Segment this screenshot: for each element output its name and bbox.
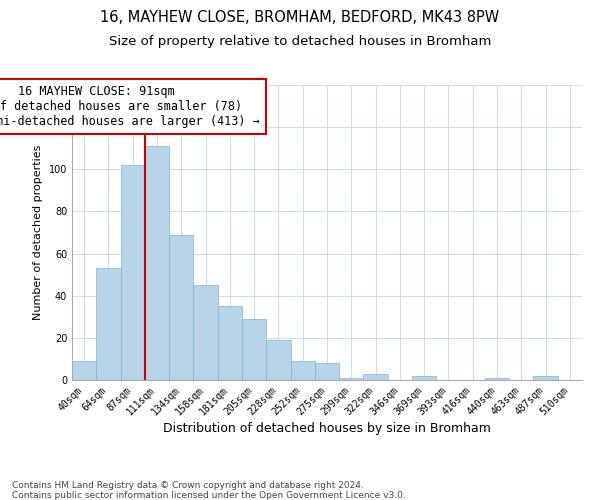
Bar <box>145 146 169 380</box>
Text: Size of property relative to detached houses in Bromham: Size of property relative to detached ho… <box>109 35 491 48</box>
Bar <box>266 340 290 380</box>
Bar <box>412 376 436 380</box>
Bar <box>533 376 558 380</box>
X-axis label: Distribution of detached houses by size in Bromham: Distribution of detached houses by size … <box>163 422 491 436</box>
Text: 16, MAYHEW CLOSE, BROMHAM, BEDFORD, MK43 8PW: 16, MAYHEW CLOSE, BROMHAM, BEDFORD, MK43… <box>100 10 500 25</box>
Bar <box>96 268 121 380</box>
Text: Contains HM Land Registry data © Crown copyright and database right 2024.
Contai: Contains HM Land Registry data © Crown c… <box>12 480 406 500</box>
Bar <box>290 361 315 380</box>
Bar <box>121 165 145 380</box>
Bar <box>364 374 388 380</box>
Bar <box>242 319 266 380</box>
Y-axis label: Number of detached properties: Number of detached properties <box>33 145 43 320</box>
Bar <box>339 378 364 380</box>
Bar <box>72 361 96 380</box>
Bar <box>169 234 193 380</box>
Bar <box>193 285 218 380</box>
Text: 16 MAYHEW CLOSE: 91sqm
← 16% of detached houses are smaller (78)
84% of semi-det: 16 MAYHEW CLOSE: 91sqm ← 16% of detached… <box>0 85 260 128</box>
Bar <box>485 378 509 380</box>
Bar <box>315 363 339 380</box>
Bar <box>218 306 242 380</box>
